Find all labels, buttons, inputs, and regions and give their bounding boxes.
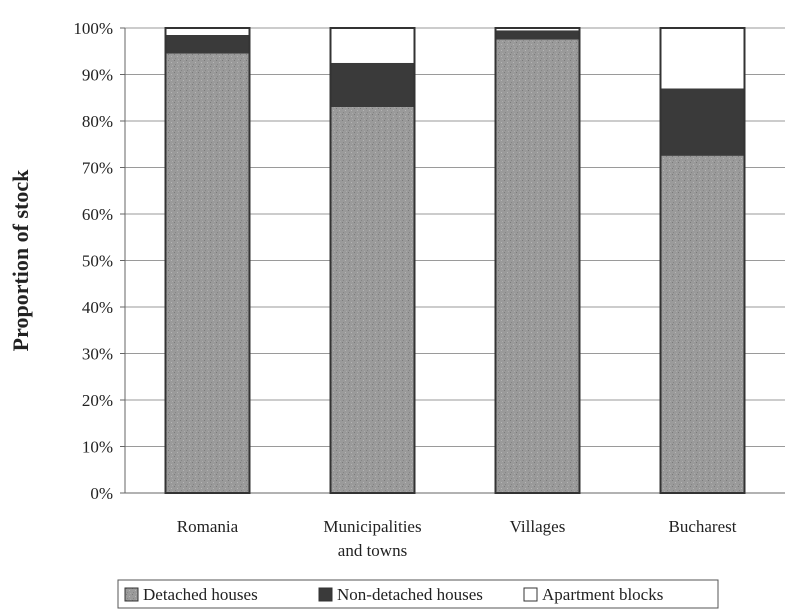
- bar-outline: [329, 27, 416, 494]
- legend: Detached houses Non-detached houses Apartm…: [117, 579, 719, 609]
- bar-segment: [165, 34, 250, 54]
- bar-segment: [660, 155, 745, 493]
- legend-swatch: [124, 587, 139, 602]
- y-tick-label: 90%: [82, 66, 113, 85]
- legend-box: [117, 579, 719, 609]
- bar-segment: [660, 28, 745, 89]
- y-axis-label: Proportion of stock: [8, 169, 33, 351]
- bar-segment: [330, 107, 415, 494]
- y-tick-label: 20%: [82, 391, 113, 410]
- legend-swatch: [318, 587, 333, 602]
- bar-segment: [495, 30, 580, 40]
- bar-segment: [165, 28, 250, 35]
- category-label: Municipalities and towns: [323, 517, 421, 560]
- y-tick-label: 30%: [82, 345, 113, 364]
- category-label: Villages: [510, 517, 566, 536]
- bar-segment: [660, 88, 745, 156]
- bar-outline: [659, 27, 746, 494]
- y-tick-label: 0%: [90, 484, 113, 503]
- bar-outline: [164, 27, 251, 494]
- legend-label: Detached houses: [143, 585, 258, 604]
- legend-label: Non-detached houses: [337, 585, 483, 604]
- y-tick-label: 100%: [73, 19, 113, 38]
- category-label: Bucharest: [669, 517, 737, 536]
- category-label: Romania: [177, 517, 239, 536]
- bar-segment: [165, 53, 250, 493]
- legend-label: Apartment blocks: [542, 585, 663, 604]
- y-tick-label: 40%: [82, 298, 113, 317]
- bars: [164, 27, 746, 494]
- y-tick-labels: 0% 10% 20% 30% 40% 50% 60% 70% 80% 90% 100%: [73, 19, 113, 503]
- category-labels: Romania Municipalities and towns Villages Bu…: [177, 517, 737, 560]
- bar-outline: [494, 27, 581, 494]
- y-tick-label: 10%: [82, 438, 113, 457]
- bar-segment: [330, 28, 415, 63]
- bar-segment: [330, 62, 415, 108]
- y-tick-label: 50%: [82, 252, 113, 271]
- legend-swatch: [523, 587, 538, 602]
- y-tick-label: 60%: [82, 205, 113, 224]
- y-tick-label: 70%: [82, 159, 113, 178]
- bar-segment: [495, 39, 580, 493]
- bar-segment: [495, 28, 580, 31]
- y-tick-label: 80%: [82, 112, 113, 131]
